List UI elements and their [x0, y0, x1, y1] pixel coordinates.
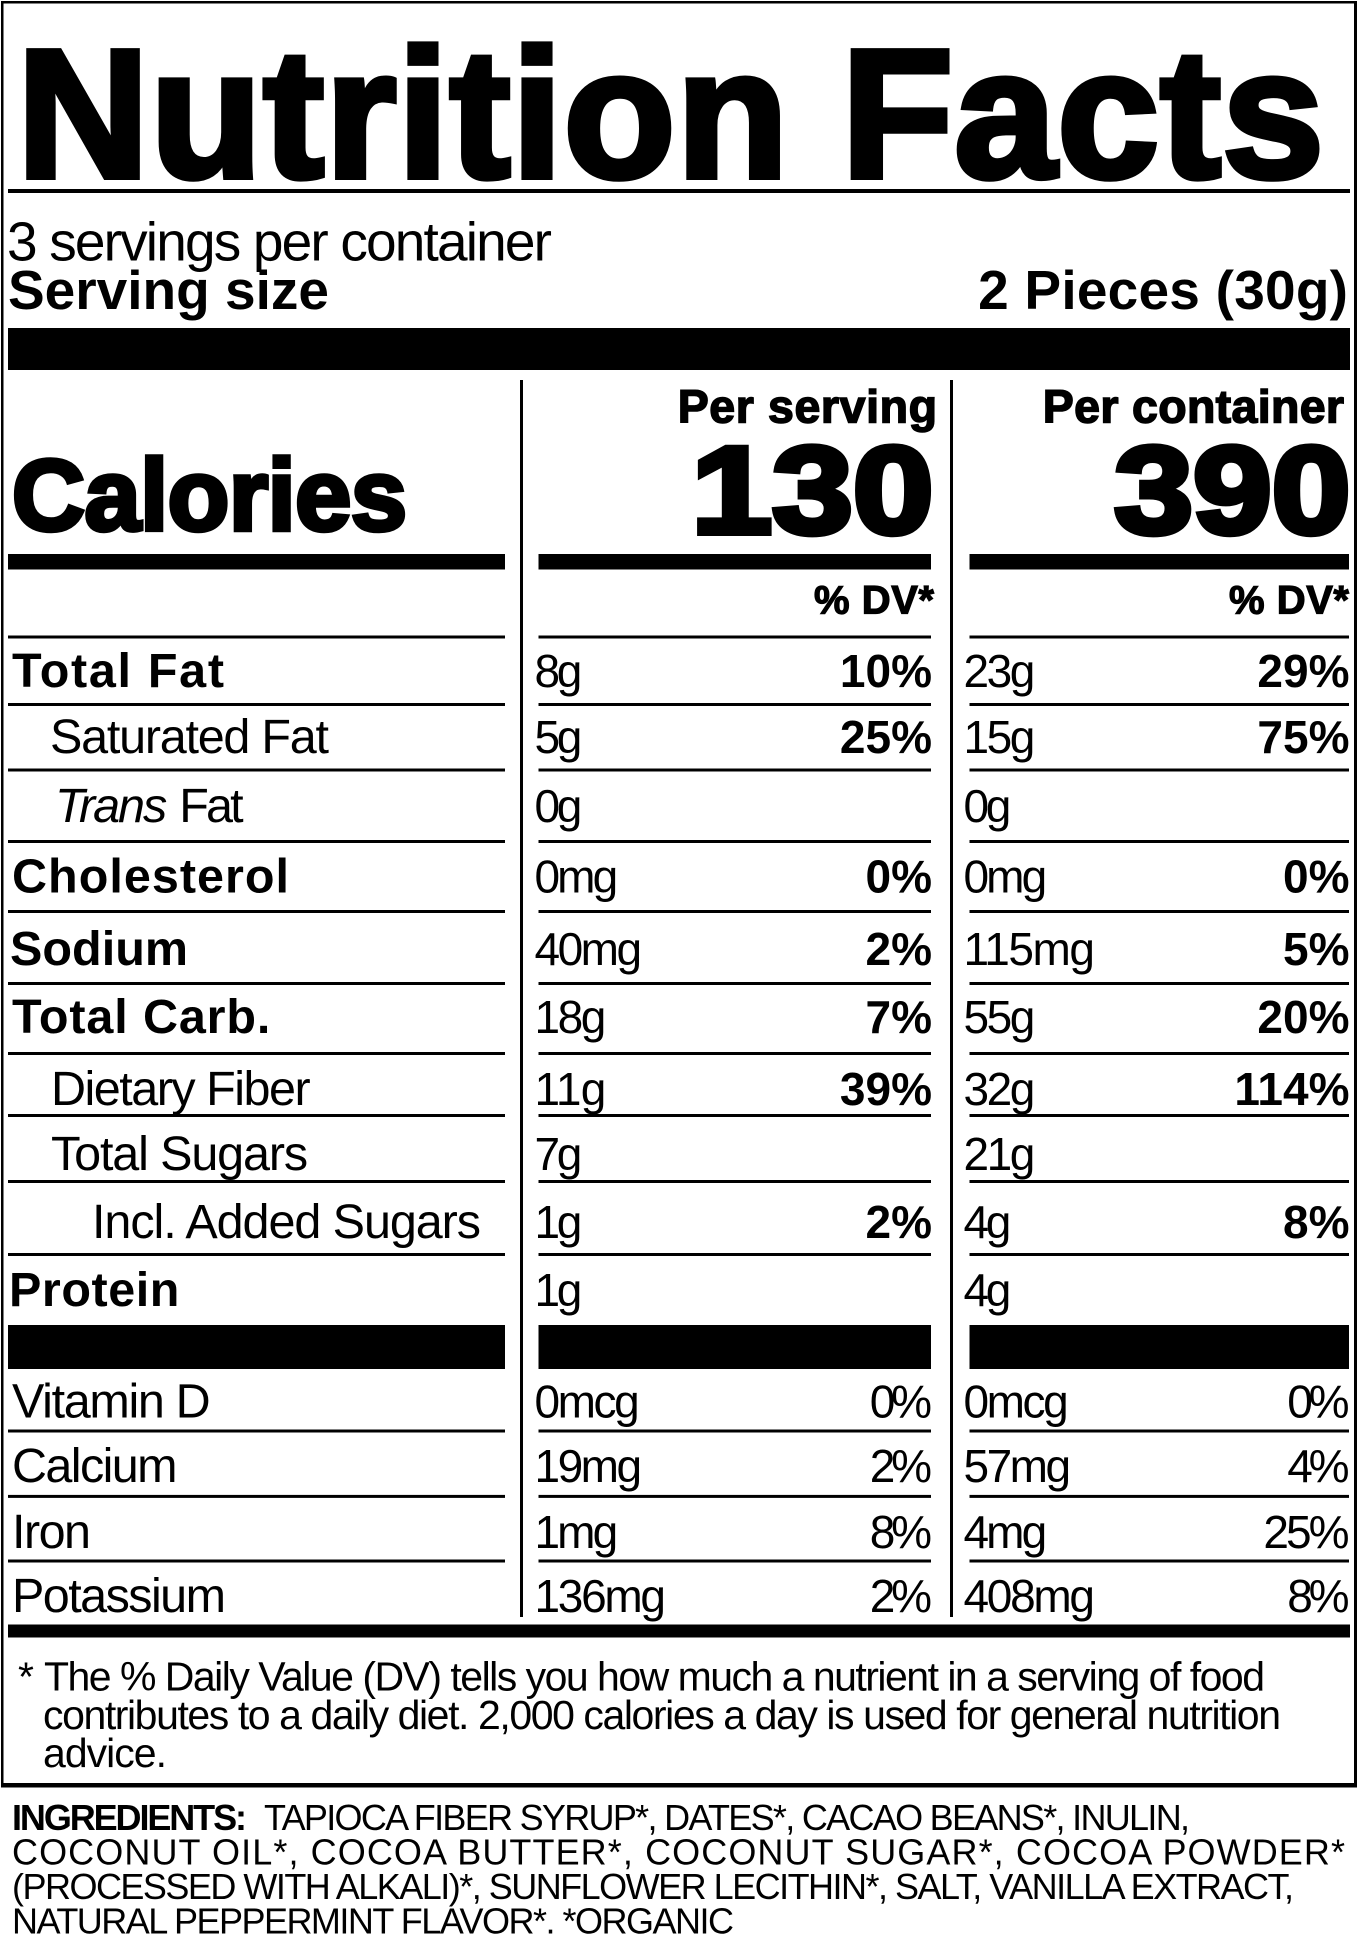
svg-text:Per container: Per container [1043, 380, 1344, 432]
svg-text:390: 390 [1114, 422, 1350, 560]
svg-text:2%: 2% [870, 1570, 932, 1622]
svg-text:% DV*: % DV* [814, 579, 934, 623]
svg-text:75%: 75% [1257, 711, 1349, 763]
svg-text:0mg: 0mg [964, 851, 1048, 903]
svg-text:114%: 114% [1234, 1063, 1349, 1115]
svg-text:Total Fat: Total Fat [12, 644, 224, 698]
svg-text:The % Daily Value (DV) tells y: The % Daily Value (DV) tells you how muc… [44, 1654, 1265, 1700]
svg-text:21g: 21g [964, 1128, 1036, 1180]
svg-text:1mg: 1mg [535, 1506, 619, 1558]
svg-text:29%: 29% [1257, 645, 1349, 697]
svg-text:(PROCESSED WITH ALKALI)*, SUNF: (PROCESSED WITH ALKALI)*, SUNFLOWER LECI… [12, 1866, 1294, 1907]
svg-text:2%: 2% [866, 1196, 932, 1248]
svg-text:15g: 15g [964, 711, 1036, 763]
svg-text:8%: 8% [870, 1506, 932, 1558]
svg-text:11g: 11g [535, 1063, 607, 1115]
svg-text:1g: 1g [535, 1196, 583, 1248]
svg-text:32g: 32g [964, 1063, 1036, 1115]
svg-text:39%: 39% [840, 1063, 932, 1115]
svg-text:1g: 1g [535, 1264, 583, 1316]
svg-text:7g: 7g [535, 1128, 583, 1180]
svg-text:408mg: 408mg [964, 1570, 1096, 1622]
svg-text:0g: 0g [964, 780, 1012, 832]
svg-text:Total Carb.: Total Carb. [12, 990, 270, 1044]
svg-text:0%: 0% [866, 851, 932, 903]
svg-text:57mg: 57mg [964, 1440, 1072, 1492]
svg-text:25%: 25% [840, 711, 932, 763]
svg-text:Per serving: Per serving [678, 380, 937, 432]
svg-text:8%: 8% [1287, 1570, 1349, 1622]
svg-text:Vitamin D: Vitamin D [12, 1375, 211, 1429]
svg-text:20%: 20% [1257, 991, 1349, 1043]
svg-text:5g: 5g [535, 711, 583, 763]
svg-text:Potassium: Potassium [12, 1569, 226, 1623]
svg-text:4g: 4g [964, 1264, 1012, 1316]
svg-text:0mg: 0mg [535, 851, 619, 903]
svg-text:*: * [18, 1654, 34, 1700]
svg-text:0%: 0% [1287, 1376, 1349, 1428]
svg-text:136mg: 136mg [535, 1570, 667, 1622]
svg-text:Dietary Fiber: Dietary Fiber [51, 1062, 311, 1116]
svg-text:contributes to a daily diet. 2: contributes to a daily diet. 2,000 calor… [43, 1692, 1281, 1738]
svg-text:2%: 2% [866, 923, 932, 975]
svg-text:2 Pieces (30g): 2 Pieces (30g) [978, 259, 1348, 321]
svg-text:Serving size: Serving size [8, 259, 329, 321]
svg-text:4%: 4% [1287, 1440, 1349, 1492]
svg-text:23g: 23g [964, 645, 1036, 697]
svg-text:Calories: Calories [12, 440, 407, 552]
svg-text:0%: 0% [1283, 851, 1349, 903]
svg-text:25%: 25% [1263, 1506, 1349, 1558]
svg-text:Nutrition Facts: Nutrition Facts [17, 11, 1324, 216]
svg-text:0mcg: 0mcg [535, 1376, 640, 1428]
svg-text:19mg: 19mg [535, 1440, 643, 1492]
svg-text:% DV*: % DV* [1229, 579, 1349, 623]
svg-text:2%: 2% [870, 1440, 932, 1492]
svg-text:Trans: Trans [55, 779, 167, 833]
svg-text:10%: 10% [840, 645, 932, 697]
svg-text:0%: 0% [870, 1376, 932, 1428]
svg-text:4mg: 4mg [964, 1506, 1048, 1558]
svg-text:COCONUT OIL*, COCOA BUTTER*, C: COCONUT OIL*, COCOA BUTTER*, COCONUT SUG… [12, 1832, 1345, 1873]
svg-text:Iron: Iron [12, 1505, 91, 1559]
svg-text:Total Sugars: Total Sugars [51, 1127, 308, 1181]
svg-text:5%: 5% [1283, 923, 1349, 975]
svg-text:8g: 8g [535, 645, 583, 697]
svg-text:TAPIOCA FIBER SYRUP*, DATES*,: TAPIOCA FIBER SYRUP*, DATES*, CACAO BEAN… [264, 1797, 1190, 1838]
svg-text:Calcium: Calcium [12, 1439, 178, 1493]
svg-text:Incl. Added Sugars: Incl. Added Sugars [92, 1195, 481, 1249]
svg-text:Fat: Fat [179, 779, 244, 833]
svg-text:130: 130 [691, 421, 933, 560]
svg-text:4g: 4g [964, 1196, 1012, 1248]
svg-text:0g: 0g [535, 780, 583, 832]
svg-text:3 servings per container: 3 servings per container [7, 211, 552, 273]
svg-text:advice.: advice. [43, 1730, 167, 1776]
svg-text:Protein: Protein [9, 1263, 179, 1317]
svg-text:0mcg: 0mcg [964, 1376, 1069, 1428]
svg-text:NATURAL PEPPERMINT FLAVOR*. *O: NATURAL PEPPERMINT FLAVOR*. *ORGANIC [12, 1901, 734, 1942]
svg-text:40mg: 40mg [535, 923, 643, 975]
svg-text:Sodium: Sodium [10, 922, 188, 976]
svg-text:Saturated Fat: Saturated Fat [50, 710, 330, 764]
svg-text:55g: 55g [964, 991, 1036, 1043]
svg-text:18g: 18g [535, 991, 607, 1043]
svg-text:115mg: 115mg [964, 923, 1096, 975]
svg-text:Cholesterol: Cholesterol [12, 850, 289, 904]
svg-text:7%: 7% [866, 991, 932, 1043]
svg-text:INGREDIENTS:: INGREDIENTS: [12, 1797, 247, 1838]
svg-text:8%: 8% [1283, 1196, 1349, 1248]
